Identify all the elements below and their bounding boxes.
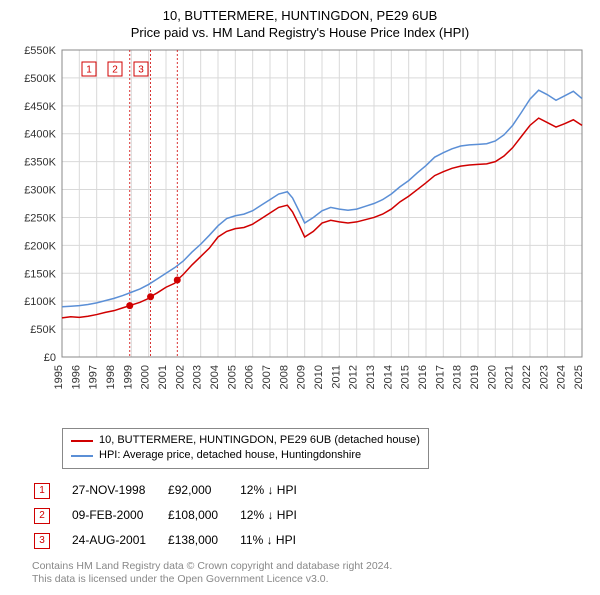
event-delta: 12% ↓ HPI bbox=[240, 504, 317, 527]
svg-text:£0: £0 bbox=[44, 352, 56, 364]
svg-text:2019: 2019 bbox=[469, 365, 481, 389]
chart-svg: £0 £50K £100K £150K £200K £250K £300K £350K £400… bbox=[12, 42, 588, 422]
event-price: £138,000 bbox=[168, 529, 238, 552]
chart-title-sub: Price paid vs. HM Land Registry's House … bbox=[12, 25, 588, 40]
svg-text:2005: 2005 bbox=[226, 365, 238, 389]
svg-text:2010: 2010 bbox=[313, 365, 325, 389]
svg-text:2020: 2020 bbox=[486, 365, 498, 389]
event-date: 09-FEB-2000 bbox=[72, 504, 166, 527]
price-chart: £0 £50K £100K £150K £200K £250K £300K £350K £400… bbox=[12, 42, 588, 422]
footnote-line-2: This data is licensed under the Open Gov… bbox=[32, 573, 588, 587]
svg-text:2014: 2014 bbox=[382, 365, 394, 389]
svg-text:2021: 2021 bbox=[504, 365, 516, 389]
legend-swatch bbox=[71, 440, 93, 442]
event-row: 2 09-FEB-2000£108,00012% ↓ HPI bbox=[34, 504, 317, 527]
svg-text:2025: 2025 bbox=[573, 365, 585, 389]
svg-text:2011: 2011 bbox=[330, 365, 342, 389]
legend-row: 10, BUTTERMERE, HUNTINGDON, PE29 6UB (de… bbox=[71, 433, 420, 448]
svg-text:2022: 2022 bbox=[521, 365, 533, 389]
legend-label: 10, BUTTERMERE, HUNTINGDON, PE29 6UB (de… bbox=[99, 433, 420, 448]
svg-text:£250K: £250K bbox=[24, 212, 56, 224]
event-marker: 2 bbox=[34, 508, 50, 524]
svg-text:2012: 2012 bbox=[348, 365, 360, 389]
svg-text:2018: 2018 bbox=[452, 365, 464, 389]
event-row: 1 27-NOV-1998£92,00012% ↓ HPI bbox=[34, 479, 317, 502]
event-date: 24-AUG-2001 bbox=[72, 529, 166, 552]
svg-text:1999: 1999 bbox=[122, 365, 134, 389]
svg-text:1: 1 bbox=[86, 65, 92, 76]
svg-text:2000: 2000 bbox=[140, 365, 152, 389]
svg-text:£50K: £50K bbox=[30, 324, 56, 336]
event-marker: 1 bbox=[34, 483, 50, 499]
legend-box: 10, BUTTERMERE, HUNTINGDON, PE29 6UB (de… bbox=[62, 428, 429, 469]
svg-text:2001: 2001 bbox=[157, 365, 169, 389]
svg-text:2: 2 bbox=[112, 65, 118, 76]
svg-text:£350K: £350K bbox=[24, 157, 56, 169]
svg-text:2013: 2013 bbox=[365, 365, 377, 389]
svg-text:1996: 1996 bbox=[70, 365, 82, 389]
svg-text:£300K: £300K bbox=[24, 185, 56, 197]
event-delta: 12% ↓ HPI bbox=[240, 479, 317, 502]
svg-text:2024: 2024 bbox=[556, 365, 568, 389]
svg-text:1998: 1998 bbox=[105, 365, 117, 389]
svg-text:1995: 1995 bbox=[53, 365, 65, 389]
svg-text:£550K: £550K bbox=[24, 45, 56, 57]
event-row: 3 24-AUG-2001£138,00011% ↓ HPI bbox=[34, 529, 317, 552]
event-price: £92,000 bbox=[168, 479, 238, 502]
svg-text:£400K: £400K bbox=[24, 129, 56, 141]
event-marker: 3 bbox=[34, 533, 50, 549]
footnote: Contains HM Land Registry data © Crown c… bbox=[32, 560, 588, 587]
event-date: 27-NOV-1998 bbox=[72, 479, 166, 502]
svg-text:2007: 2007 bbox=[261, 365, 273, 389]
svg-text:£450K: £450K bbox=[24, 101, 56, 113]
svg-text:2006: 2006 bbox=[244, 365, 256, 389]
svg-text:1997: 1997 bbox=[88, 365, 100, 389]
legend-label: HPI: Average price, detached house, Hunt… bbox=[99, 448, 361, 463]
svg-text:£200K: £200K bbox=[24, 240, 56, 252]
svg-text:£100K: £100K bbox=[24, 296, 56, 308]
legend-row: HPI: Average price, detached house, Hunt… bbox=[71, 448, 420, 463]
svg-text:3: 3 bbox=[138, 65, 144, 76]
events-table: 1 27-NOV-1998£92,00012% ↓ HPI 2 09-FEB-2000… bbox=[32, 477, 319, 554]
svg-text:2017: 2017 bbox=[434, 365, 446, 389]
event-delta: 11% ↓ HPI bbox=[240, 529, 317, 552]
svg-text:2016: 2016 bbox=[417, 365, 429, 389]
svg-text:2009: 2009 bbox=[296, 365, 308, 389]
legend-swatch bbox=[71, 455, 93, 457]
svg-text:£500K: £500K bbox=[24, 73, 56, 85]
svg-text:2015: 2015 bbox=[400, 365, 412, 389]
chart-title-address: 10, BUTTERMERE, HUNTINGDON, PE29 6UB bbox=[12, 8, 588, 23]
event-price: £108,000 bbox=[168, 504, 238, 527]
svg-text:2003: 2003 bbox=[192, 365, 204, 389]
footnote-line-1: Contains HM Land Registry data © Crown c… bbox=[32, 560, 588, 574]
svg-text:2008: 2008 bbox=[278, 365, 290, 389]
svg-text:2023: 2023 bbox=[538, 365, 550, 389]
svg-text:£150K: £150K bbox=[24, 268, 56, 280]
svg-text:2004: 2004 bbox=[209, 365, 221, 389]
svg-text:2002: 2002 bbox=[174, 365, 186, 389]
